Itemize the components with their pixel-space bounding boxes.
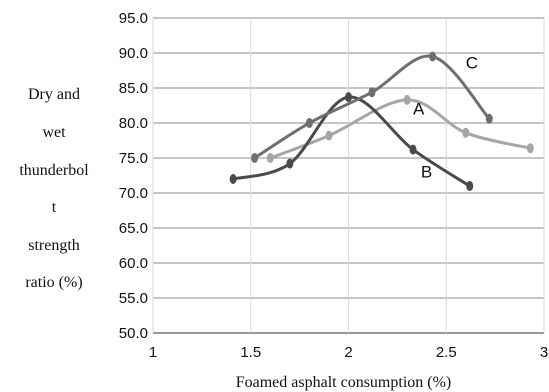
y-tick-label: 70.0	[119, 185, 148, 202]
y-axis-title-line: wet	[42, 124, 66, 141]
y-tick-label: 90.0	[119, 45, 148, 62]
x-tick-label: 2	[344, 344, 352, 361]
data-point-C	[305, 118, 313, 128]
data-point-C	[429, 51, 437, 62]
data-point-C	[368, 87, 376, 98]
data-point-C	[251, 153, 259, 163]
y-tick-label: 95.0	[119, 10, 148, 27]
x-axis-title: Foamed asphalt consumption (%)	[236, 374, 452, 391]
y-axis-title-line: thunderbol	[19, 162, 89, 179]
y-axis-title-line: ratio (%)	[25, 274, 83, 291]
y-tick-label: 80.0	[119, 115, 148, 132]
y-axis-title-line: strength	[28, 237, 80, 254]
series-label-B: B	[421, 163, 432, 182]
x-tick-label: 3	[540, 344, 548, 361]
x-tick-label: 2.5	[436, 344, 457, 361]
data-point-B	[229, 174, 237, 184]
data-point-C	[485, 113, 493, 124]
series-label-C: C	[466, 53, 478, 72]
y-tick-label: 60.0	[119, 255, 148, 272]
y-tick-label: 65.0	[119, 220, 148, 237]
y-tick-label: 75.0	[119, 150, 148, 167]
data-point-A	[403, 94, 411, 105]
data-point-B	[409, 144, 417, 155]
data-point-B	[286, 158, 294, 169]
data-point-A	[325, 130, 333, 141]
y-axis-title-line: t	[51, 199, 57, 216]
y-tick-label: 55.0	[119, 290, 148, 307]
data-point-A	[526, 143, 534, 154]
x-tick-label: 1.5	[240, 344, 261, 361]
data-point-A	[462, 127, 470, 138]
data-point-A	[266, 153, 274, 163]
data-point-B	[345, 92, 352, 103]
y-tick-label: 50.0	[119, 325, 148, 342]
y-axis-title-line: Dry and	[28, 86, 80, 103]
x-tick-label: 1	[149, 344, 157, 361]
series-line-A	[269, 98, 531, 160]
y-tick-label: 85.0	[119, 80, 148, 97]
series-label-A: A	[413, 100, 425, 119]
data-point-B	[466, 181, 474, 191]
